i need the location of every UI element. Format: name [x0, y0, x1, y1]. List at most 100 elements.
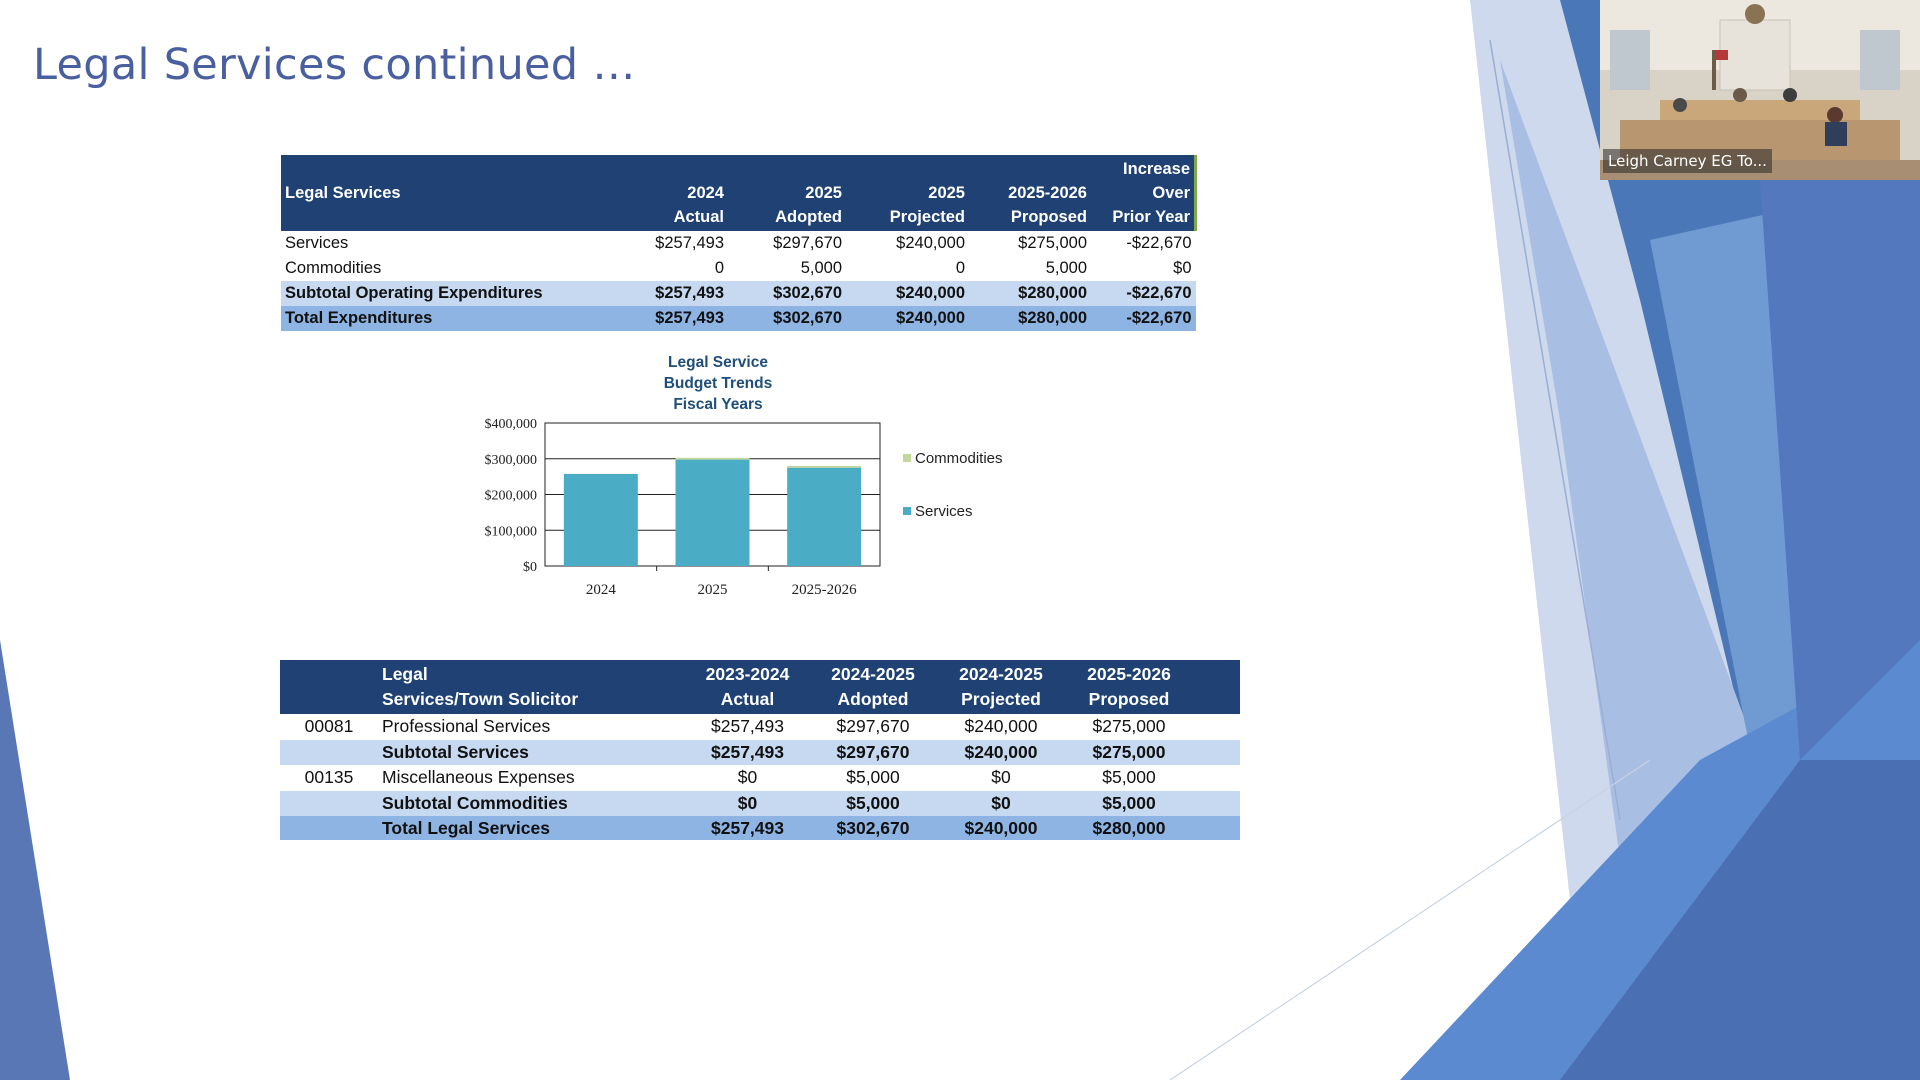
cell: $280,000: [1065, 816, 1193, 840]
detail-header-cell: 2024-2025 Projected: [937, 660, 1065, 714]
cell: $0: [991, 767, 1011, 787]
detail-budget-table: Legal Services/Town Solicitor 2023-2024 Ac…: [280, 660, 1240, 840]
cell: -: [1193, 816, 1240, 840]
bar-services: [675, 459, 750, 566]
cell: $240,000: [937, 739, 1065, 765]
detail-header-cell: 2023-2024 Actual: [686, 660, 809, 714]
chart-title-line: Budget Trends: [664, 375, 773, 392]
cell: $302,670: [728, 306, 846, 331]
cell: $5,000: [846, 767, 900, 787]
cell: $257,493: [711, 716, 784, 736]
cell: $240,000: [896, 234, 965, 252]
account-code: [280, 739, 378, 765]
detail-row-total: Total Legal Services $257,493 $302,670 $…: [280, 816, 1240, 840]
cell: $275,000: [1018, 234, 1087, 252]
cell: 5,000: [800, 259, 842, 277]
cell: $257,493: [619, 306, 728, 331]
account-name: Miscellaneous Expenses: [382, 767, 575, 787]
y-tick-label: $100,000: [485, 524, 538, 539]
cell: $240,000: [964, 716, 1038, 736]
cell: $0: [1173, 259, 1192, 277]
legend-label: Commodities: [915, 450, 1003, 467]
slide-title: Legal Services continued …: [33, 40, 636, 90]
cell: -: [1193, 714, 1240, 740]
row-label: Total Expenditures: [281, 306, 619, 331]
cell: $257,493: [655, 234, 724, 252]
cell: $280,000: [969, 306, 1091, 331]
x-tick-label: 2024: [586, 582, 617, 598]
detail-row-subtotal: Subtotal Services $257,493 $297,670 $240…: [280, 739, 1240, 765]
summary-budget-table: Legal Services 2024 Actual 2025 Adopted 20…: [281, 155, 1197, 331]
cell: $280,000: [969, 281, 1091, 306]
chart-title-line: Fiscal Years: [673, 396, 762, 413]
y-tick-label: $0: [523, 560, 537, 575]
budget-trends-chart: Legal Service Budget Trends Fiscal Years $0…: [485, 354, 1003, 598]
row-label: Commodities: [285, 259, 382, 277]
cell: $257,493: [619, 281, 728, 306]
cell: -$22,670: [1126, 234, 1192, 252]
summary-row-total: Total Expenditures $257,493 $302,670 $24…: [281, 306, 1196, 331]
summary-row-services: Services $257,493 $297,670 $240,000 $275…: [281, 231, 1196, 256]
summary-header-cell: 2024 Actual: [619, 155, 728, 231]
cell: -$22,670: [1091, 281, 1196, 306]
account-code: [280, 790, 378, 816]
account-name: Total Legal Services: [378, 816, 686, 840]
detail-header-cell: 2025-2026 Proposed: [1065, 660, 1193, 714]
detail-header-row: Legal Services/Town Solicitor 2023-2024 Ac…: [280, 660, 1240, 714]
account-code: 00081: [304, 716, 354, 736]
bar-commodities: [787, 465, 862, 468]
account-name: Subtotal Services: [378, 739, 686, 765]
chart-title-line: Legal Service: [668, 354, 768, 371]
cell: $5,000: [1065, 790, 1193, 816]
account-name: Subtotal Commodities: [378, 790, 686, 816]
cell: $240,000: [846, 281, 969, 306]
row-label: Subtotal Operating Expenditures: [281, 281, 619, 306]
summary-row-subtotal: Subtotal Operating Expenditures $257,493…: [281, 281, 1196, 306]
summary-row-commodities: Commodities 0 5,000 0 5,000 $0: [281, 256, 1196, 281]
cell: $0: [937, 790, 1065, 816]
cell: $5,000: [809, 790, 937, 816]
account-code: [280, 816, 378, 840]
cell: $5,000: [1102, 767, 1156, 787]
detail-row: 00135 Miscellaneous Expenses $0 $5,000 $…: [280, 765, 1240, 791]
legend-swatch: [903, 507, 911, 515]
summary-header-cell: 2025 Projected: [846, 155, 969, 231]
cell: $0: [686, 790, 809, 816]
cell: $240,000: [937, 816, 1065, 840]
y-tick-label: $300,000: [485, 453, 538, 468]
participant-video-tile[interactable]: Leigh Carney EG To...: [1600, 0, 1920, 180]
cell: 0: [955, 259, 965, 277]
y-tick-label: $200,000: [485, 489, 538, 504]
legend-label: Services: [915, 503, 973, 520]
cell: -$22,670: [1091, 306, 1196, 331]
cell: $302,670: [728, 281, 846, 306]
cell: $257,493: [686, 739, 809, 765]
account-code: 00135: [304, 767, 354, 787]
summary-header-cell: 2025-2026 Proposed: [969, 155, 1091, 231]
summary-header-cell: 2025 Adopted: [728, 155, 846, 231]
detail-header-cell: Legal Services/Town Solicitor: [378, 660, 686, 714]
legend-swatch: [903, 454, 911, 462]
detail-row-subtotal: Subtotal Commodities $0 $5,000 $0 $5,000: [280, 790, 1240, 816]
x-tick-label: 2025: [698, 582, 728, 598]
cell: 0: [714, 259, 724, 277]
cell: $302,670: [809, 816, 937, 840]
cell: $297,670: [773, 234, 842, 252]
cell: $297,670: [836, 716, 910, 736]
y-tick-label: $400,000: [485, 417, 538, 432]
cell: 5,000: [1045, 259, 1087, 277]
x-tick-label: 2025-2026: [792, 582, 857, 598]
summary-header-cell: Legal Services: [281, 155, 619, 231]
bar-commodities: [675, 457, 750, 460]
cell: [1193, 790, 1240, 816]
row-label: Services: [285, 234, 349, 252]
detail-header-cell: [280, 660, 378, 714]
cell: $257,493: [686, 816, 809, 840]
cell: $275,000: [1065, 739, 1193, 765]
cell: $275,000: [1092, 716, 1166, 736]
summary-header-row: Legal Services 2024 Actual 2025 Adopted 20…: [281, 155, 1197, 231]
detail-header-cell: 2024-2025 Adopted: [809, 660, 937, 714]
account-name: Professional Services: [382, 716, 551, 736]
cell: $297,670: [809, 739, 937, 765]
